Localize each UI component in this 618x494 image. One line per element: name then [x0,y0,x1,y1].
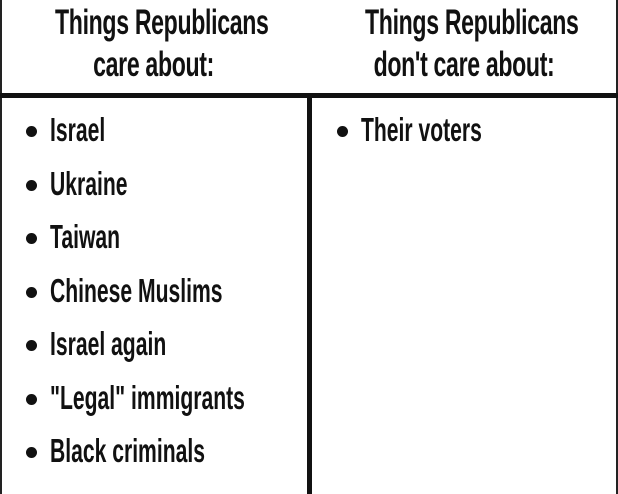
bullet-icon [337,126,348,137]
bullet-icon [26,126,37,137]
bullet-icon [26,393,37,405]
bullet-icon [26,447,37,458]
bullet-icon [26,340,37,351]
column-header-care: Things Republicans care about: [0,2,308,86]
bullet-icon [26,286,37,298]
column-header-dont-care: Things Republicans don't care about: [310,2,618,86]
header-line: Things Republicans [55,3,269,42]
header-line: don't care about: [373,45,555,84]
bullet-icon [26,233,37,244]
header-line: Things Republicans [365,3,579,42]
column-divider [307,95,312,494]
header-line: care about: [93,45,215,84]
bullet-icon [26,179,37,191]
